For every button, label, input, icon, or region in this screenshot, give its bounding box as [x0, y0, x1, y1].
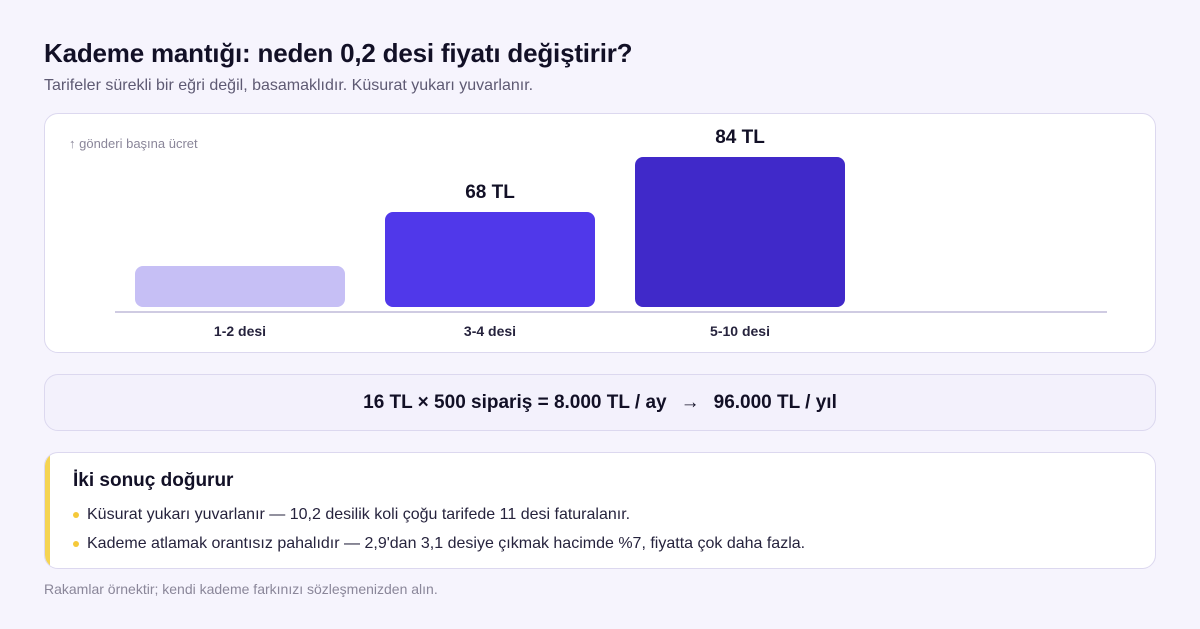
list-item: Küsurat yukarı yuvarlanır — 10,2 desilik…	[73, 500, 805, 529]
category-label: 3-4 desi	[463, 323, 517, 339]
formula-card: 16 TL × 500 sipariş = 8.000 TL / ay → 96…	[44, 374, 1156, 431]
page-title: Kademe mantığı: neden 0,2 desi fiyatı de…	[44, 38, 633, 68]
chart-baseline	[115, 311, 1107, 313]
list-item-text: Küsurat yukarı yuvarlanır — 10,2 desilik…	[87, 505, 631, 523]
arrow-right-icon: →	[680, 391, 700, 413]
category-label: 1-2 desi	[213, 323, 267, 339]
bullet-dot-icon	[73, 540, 79, 547]
page-subtitle: Tarifeler sürekli bir eğri değil, basama…	[44, 77, 534, 94]
bar-value-label: 84 TL	[715, 127, 765, 148]
list-item: Kademe atlamak orantısız pahalıdır — 2,9…	[73, 529, 805, 558]
results-accent-bar	[45, 453, 50, 568]
results-list: Küsurat yukarı yuvarlanır — 10,2 desilik…	[73, 500, 805, 558]
bar-value-label: 68 TL	[465, 181, 515, 203]
bar-1	[135, 266, 345, 307]
chart-plot-area: 1-2 desi 68 TL 3-4 desi 84 TL 5-10 desi	[115, 114, 1107, 354]
formula-left: 16 TL × 500 sipariş = 8.000 TL / ay	[363, 391, 667, 413]
bullet-dot-icon	[73, 511, 79, 518]
y-axis-label: ↑ gönderi başına ücret	[69, 136, 198, 151]
footnote: Rakamlar örnektir; kendi kademe farkınız…	[44, 581, 438, 597]
formula-result: 96.000 TL / yıl	[713, 391, 837, 413]
list-item-text: Kademe atlamak orantısız pahalıdır — 2,9…	[87, 534, 806, 552]
results-title: İki sonuç doğurur	[73, 470, 234, 491]
category-label: 5-10 desi	[710, 323, 770, 339]
bar-2	[385, 211, 595, 307]
results-card: İki sonuç doğurur Küsurat yukarı yuvarla…	[44, 452, 1156, 569]
bar-3	[635, 157, 845, 307]
chart-card: ↑ gönderi başına ücret 1-2 desi 68 TL 3-4 …	[44, 113, 1156, 353]
